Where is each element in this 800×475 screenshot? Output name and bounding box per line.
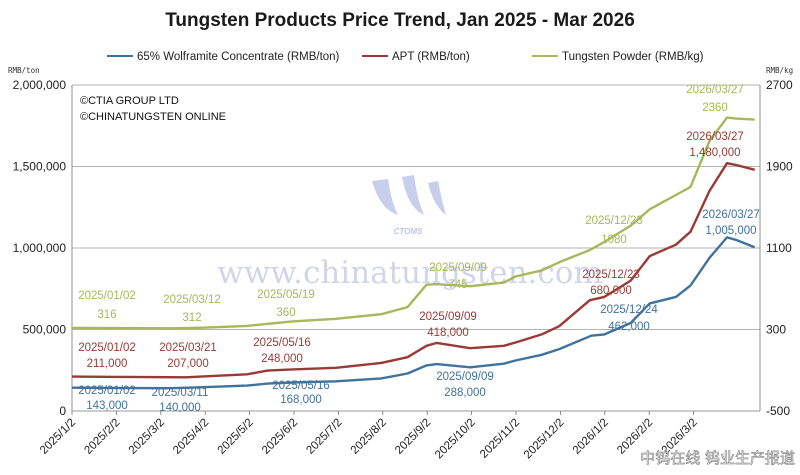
y-left-tick-label: 500,000	[23, 323, 67, 337]
annotation-value: 1,480,000	[689, 147, 740, 159]
legend-label: 65% Wolframite Concentrate (RMB/ton)	[137, 51, 340, 63]
series-layer	[71, 116, 756, 390]
annotation-value: 1,005,000	[705, 225, 756, 237]
annotation-value: 211,000	[87, 358, 128, 370]
x-tick-label: 2025/12/2	[522, 417, 567, 462]
x-tick-label: 2025/8/2	[349, 417, 389, 457]
x-tick-label: 2025/11/2	[478, 417, 522, 461]
copyright-line: ©CTIA GROUP LTD	[80, 95, 179, 107]
y-right-tick-label: 1100	[766, 241, 792, 255]
legend-label: APT (RMB/ton)	[392, 51, 470, 63]
annotation-value: 360	[276, 307, 295, 319]
annotation-date: 2025/01/02	[78, 290, 136, 302]
annotation-value: 680,000	[590, 285, 632, 297]
annotation-value: 140,000	[159, 402, 201, 414]
annotation-date: 2025/12/24	[600, 304, 658, 316]
annotation-value: 745	[448, 279, 467, 291]
annotation-date: 2025/01/02	[78, 342, 136, 354]
gridlines	[72, 84, 760, 330]
annotation-date: 2025/05/16	[253, 337, 311, 349]
y-right-tick-label: 1900	[766, 160, 793, 174]
series-line-0	[71, 236, 756, 390]
annotation-date: 2025/09/09	[436, 371, 494, 383]
copyright-line: ©CHINATUNGSTEN ONLINE	[80, 111, 226, 123]
annotation-value: 312	[182, 312, 201, 324]
annotation-value: 1080	[601, 234, 627, 246]
annotation-date: 2025/05/16	[272, 380, 330, 392]
y-left-tick-label: 1,000,000	[13, 241, 67, 255]
x-tick-label: 2026/1/2	[571, 417, 611, 457]
x-tick-label: 2025/6/2	[260, 417, 300, 457]
watermark-logo-shape	[428, 181, 446, 215]
x-tick-label: 2025/4/2	[171, 417, 211, 457]
annotation-date: 2026/03/27	[686, 131, 744, 143]
annotation-date: 2025/05/19	[257, 289, 315, 301]
watermark: CTOMS www.chinatungsten.com	[217, 175, 603, 291]
watermark-logo-shape	[402, 175, 424, 215]
x-tick-label: 2025/7/2	[304, 417, 344, 457]
right-axis-unit: RMB/kg	[766, 66, 793, 75]
annotation-date: 2025/03/21	[159, 342, 217, 354]
watermark-text: www.chinatungsten.com	[217, 255, 603, 291]
left-axis-unit: RMB/ton	[8, 66, 40, 75]
copyright-block: ©CTIA GROUP LTD ©CHINATUNGSTEN ONLINE	[80, 95, 226, 123]
legend-label: Tungsten Powder (RMB/kg)	[562, 51, 704, 63]
annotation-value: 207,000	[167, 358, 209, 370]
chart-title: Tungsten Products Price Trend, Jan 2025 …	[165, 10, 635, 31]
y-left-tick-label: 0	[59, 404, 66, 418]
watermark-logo: CTOMS	[372, 175, 446, 236]
annotation-value: 418,000	[427, 327, 469, 339]
y-right-tick-label: 300	[766, 323, 786, 337]
annotation-value: 143,000	[86, 400, 128, 412]
wechat-overlay: 中钨在线 钨业生产报道	[640, 449, 795, 468]
annotation-value: 288,000	[444, 387, 486, 399]
series-line-2	[71, 116, 755, 330]
annotation-value: 462,000	[608, 321, 650, 333]
legend: 65% Wolframite Concentrate (RMB/ton) APT …	[107, 51, 704, 63]
x-tick-label: 2025/2/2	[82, 417, 122, 457]
annotation-date: 2025/09/09	[429, 262, 487, 274]
annotation-date: 2025/09/09	[419, 311, 477, 323]
annotation-date: 2026/03/27	[702, 209, 760, 221]
annotation-date: 2025/12/23	[585, 215, 643, 227]
x-tick-label: 2025/9/2	[393, 417, 433, 457]
annotation-value: 248,000	[261, 353, 303, 365]
annotation-value: 2360	[702, 102, 728, 114]
x-tick-label: 2025/10/2	[433, 417, 478, 462]
annotation-date: 2026/03/27	[686, 84, 744, 96]
annotation-value: 168,000	[280, 394, 322, 406]
annotation-layer: 2025/01/02 143,000 2025/03/11 140,000 2025/0…	[78, 84, 760, 414]
x-tick-label: 2025/1/2	[38, 417, 78, 457]
wechat-overlay-text: 中钨在线 钨业生产报道	[640, 449, 795, 467]
y-left-tick-label: 1,500,000	[13, 160, 67, 174]
x-tick-label: 2025/3/2	[127, 417, 167, 457]
watermark-logo-text: CTOMS	[394, 227, 423, 236]
series-line-1	[71, 162, 755, 379]
annotation-date: 2025/03/11	[152, 387, 209, 399]
y-right-tick-label: 2700	[766, 78, 793, 92]
y-left-tick-label: 2,000,000	[13, 78, 67, 92]
x-tick-label: 2025/5/2	[216, 417, 256, 457]
annotation-date: 2025/01/02	[78, 385, 136, 397]
annotation-date: 2025/03/12	[163, 294, 221, 306]
annotation-value: 316	[97, 309, 116, 321]
y-right-tick-label: -500	[766, 404, 790, 418]
annotation-date: 2025/12/23	[582, 269, 640, 281]
watermark-logo-shape	[372, 179, 398, 215]
